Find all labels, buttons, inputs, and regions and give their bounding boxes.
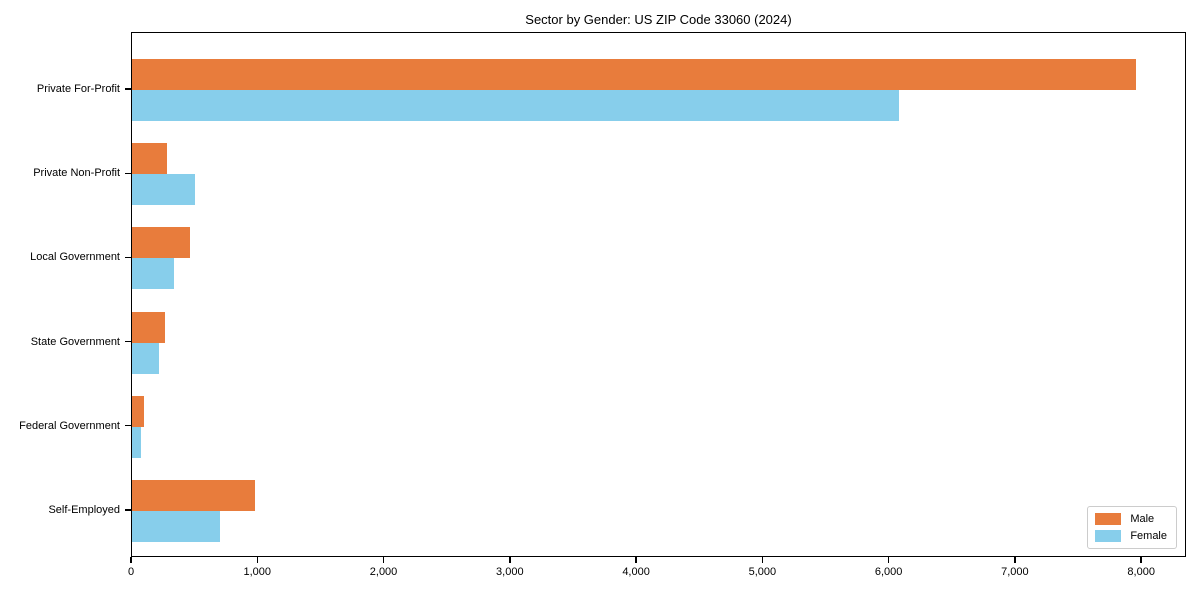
y-tick-mark xyxy=(125,172,131,174)
x-tick-label: 3,000 xyxy=(496,566,524,578)
y-axis-label: Local Government xyxy=(30,251,120,264)
x-tick-label: 0 xyxy=(127,566,135,578)
x-tick-mark xyxy=(635,557,637,563)
y-axis-label: State Government xyxy=(30,335,120,348)
y-tick-mark xyxy=(125,425,131,427)
legend-label: Female xyxy=(1130,530,1167,542)
y-tick-mark xyxy=(125,340,131,343)
x-tick-label: 7,000 xyxy=(1001,566,1029,578)
y-tick-mark xyxy=(125,256,131,259)
bar-female-state-government xyxy=(132,342,160,374)
legend-swatch-male xyxy=(1095,513,1122,525)
legend-item-female: Female xyxy=(1095,530,1167,542)
bar-female-federal-government xyxy=(132,426,141,458)
x-tick-label: 4,000 xyxy=(622,566,650,578)
x-tick-mark xyxy=(887,557,890,563)
y-axis-label: Federal Government xyxy=(19,419,120,432)
chart-title: Sector by Gender: US ZIP Code 33060 (202… xyxy=(525,12,792,27)
x-tick-label: 8,000 xyxy=(1127,566,1155,578)
x-tick-label: 5,000 xyxy=(748,566,777,578)
bar-male-private-for-profit xyxy=(132,59,1136,90)
plot-area: Male Female xyxy=(131,32,1186,557)
x-tick-label: 6,000 xyxy=(874,566,903,578)
x-tick-label: 1,000 xyxy=(243,566,272,578)
x-tick-mark xyxy=(256,557,258,563)
bar-female-private-for-profit xyxy=(132,90,899,121)
bar-female-self-employed xyxy=(132,511,221,542)
x-tick-mark xyxy=(382,557,385,563)
bar-male-state-government xyxy=(132,311,165,343)
y-tick-mark xyxy=(125,509,131,511)
legend-swatch-female xyxy=(1095,530,1122,542)
legend-label: Male xyxy=(1130,513,1155,525)
x-tick-mark xyxy=(509,557,511,563)
x-tick-mark xyxy=(1140,557,1142,563)
y-tick-mark xyxy=(125,88,131,90)
legend: Male Female xyxy=(1087,506,1177,549)
x-tick-mark xyxy=(130,557,132,563)
bar-male-private-non-profit xyxy=(132,143,168,175)
y-axis-label: Private Non-Profit xyxy=(33,167,120,180)
x-tick-label: 2,000 xyxy=(369,566,398,578)
y-axis-label: Self-Employed xyxy=(48,504,120,516)
bar-male-federal-government xyxy=(132,395,144,427)
x-tick-mark xyxy=(1014,557,1016,563)
bar-male-local-government xyxy=(132,227,191,259)
bar-female-local-government xyxy=(132,258,175,290)
bar-male-self-employed xyxy=(132,480,255,511)
bar-female-private-non-profit xyxy=(132,174,196,206)
x-tick-mark xyxy=(761,557,764,563)
legend-item-male: Male xyxy=(1095,513,1167,525)
y-axis-label: Private For-Profit xyxy=(36,83,120,95)
